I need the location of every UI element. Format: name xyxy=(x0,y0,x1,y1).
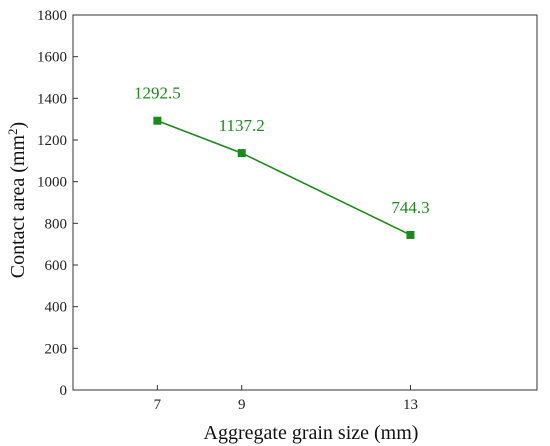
data-point xyxy=(237,149,246,158)
x-tick-label: 13 xyxy=(403,397,418,413)
y-tick-label: 1600 xyxy=(37,50,67,66)
y-tick-label: 1000 xyxy=(37,175,67,191)
plot-area: 0 200 400 600 800 1000 1200 1400 1600 1800 7 9 13 129… xyxy=(37,8,538,413)
data-point xyxy=(153,116,162,125)
y-tick-label: 1400 xyxy=(37,91,67,107)
x-tick-label: 7 xyxy=(154,397,162,413)
x-axis-title: Aggregate grain size (mm) xyxy=(204,422,419,444)
y-tick-label: 400 xyxy=(45,300,68,316)
y-tick-label: 200 xyxy=(45,341,68,357)
y-axis-title: Contact area (mm2) xyxy=(5,122,29,278)
y-tick-label: 800 xyxy=(45,216,68,232)
data-label: 744.3 xyxy=(391,198,429,217)
x-tick-label: 9 xyxy=(238,397,246,413)
y-axis-title-tail: ) xyxy=(7,122,29,129)
y-tick-label: 1800 xyxy=(37,8,67,24)
y-axis-title-main: Contact area (mm xyxy=(7,135,29,279)
y-tick-label: 1200 xyxy=(37,133,67,149)
y-tick-label: 0 xyxy=(60,383,68,399)
series-line xyxy=(157,119,411,236)
data-point xyxy=(406,230,415,239)
plot-frame xyxy=(72,14,538,391)
data-label: 1137.2 xyxy=(219,116,265,135)
y-axis-title-sup: 2 xyxy=(5,128,20,135)
y-tick-label: 600 xyxy=(45,258,68,274)
data-label: 1292.5 xyxy=(134,84,181,103)
